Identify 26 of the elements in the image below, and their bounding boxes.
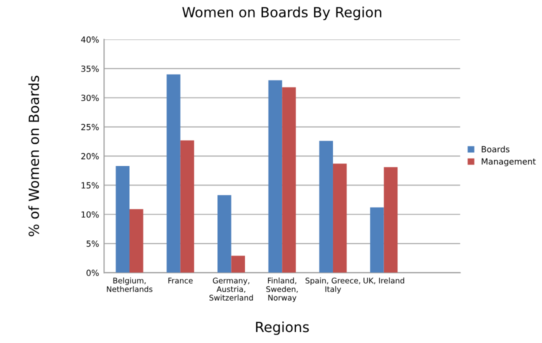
- y-tick-label: 35%: [81, 66, 99, 72]
- y-axis-title: % of Women on Boards: [28, 76, 40, 236]
- bar: [180, 140, 194, 273]
- legend-label: Boards: [482, 146, 510, 152]
- bar: [268, 80, 282, 273]
- bar: [282, 87, 296, 273]
- chart-title: Women on Boards By Region: [182, 6, 382, 20]
- y-tick-label: 0%: [86, 270, 99, 276]
- bar: [231, 256, 245, 273]
- bar: [218, 195, 232, 273]
- y-tick-label: 15%: [82, 182, 99, 189]
- bar: [370, 207, 384, 273]
- bar: [116, 166, 130, 273]
- y-tick-label: 40%: [81, 36, 99, 43]
- y-tick-label: 30%: [81, 94, 99, 102]
- bar: [332, 164, 347, 273]
- bar: [166, 74, 180, 273]
- y-tick-label: 5%: [86, 240, 99, 247]
- x-axis-title: Regions: [256, 321, 309, 335]
- bar: [319, 140, 333, 273]
- y-tick-label: 25%: [81, 124, 99, 130]
- bar: [130, 209, 144, 273]
- y-tick-label: 20%: [81, 153, 99, 160]
- bar: [384, 167, 398, 273]
- legend-label: Management: [482, 158, 536, 166]
- y-tick-label: 10%: [82, 211, 99, 218]
